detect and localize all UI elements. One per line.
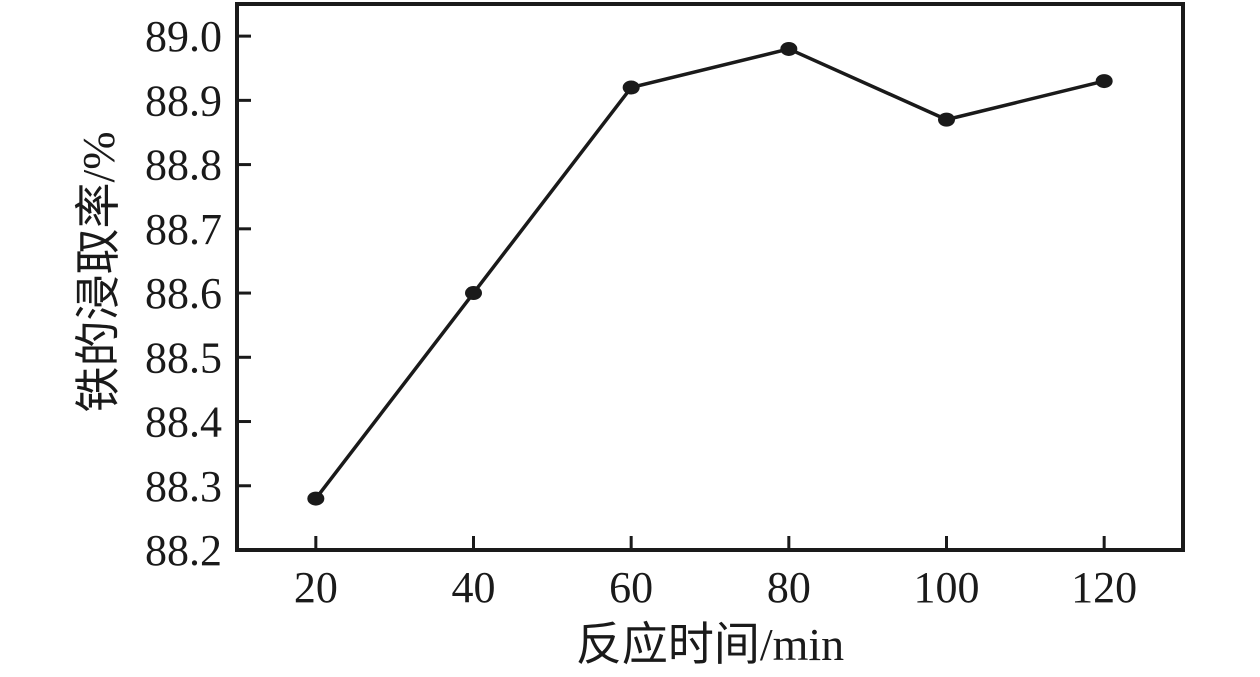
y-tick-label: 88.9 [145, 76, 222, 125]
data-line [314, 47, 1106, 501]
data-point [1095, 74, 1113, 89]
y-tick-label: 88.3 [145, 462, 222, 511]
x-tick-label: 120 [1071, 563, 1137, 612]
x-tick-label: 100 [914, 563, 980, 612]
y-tick-label: 88.7 [145, 205, 222, 254]
x-tick-label: 60 [609, 563, 653, 612]
data-point [622, 80, 640, 95]
y-tick-label: 89.0 [145, 12, 222, 61]
x-tick-label: 20 [294, 563, 338, 612]
data-series [307, 41, 1113, 506]
data-point [465, 286, 482, 301]
tick-labels: 88.2 88.3 88.4 88.5 88.6 88.7 88.8 88.9 89.0 20 40… [145, 12, 1137, 612]
y-tick-label: 88.5 [145, 333, 222, 382]
y-tick-label: 88.2 [145, 526, 222, 575]
y-tick-label: 88.4 [145, 398, 222, 447]
axis-ticks [237, 34, 1106, 552]
data-point [307, 491, 325, 506]
data-point [780, 41, 798, 56]
x-tick-label: 40 [452, 563, 496, 612]
plot-frame [235, 2, 1185, 552]
y-tick-label: 88.6 [145, 269, 222, 318]
data-point [938, 112, 955, 127]
y-tick-label: 88.8 [145, 141, 222, 190]
x-tick-label: 80 [767, 563, 811, 612]
x-axis-label: 反应时间/min [576, 619, 844, 670]
plot-border [235, 2, 1185, 552]
y-axis-label: 铁的浸取率/% [73, 131, 124, 412]
